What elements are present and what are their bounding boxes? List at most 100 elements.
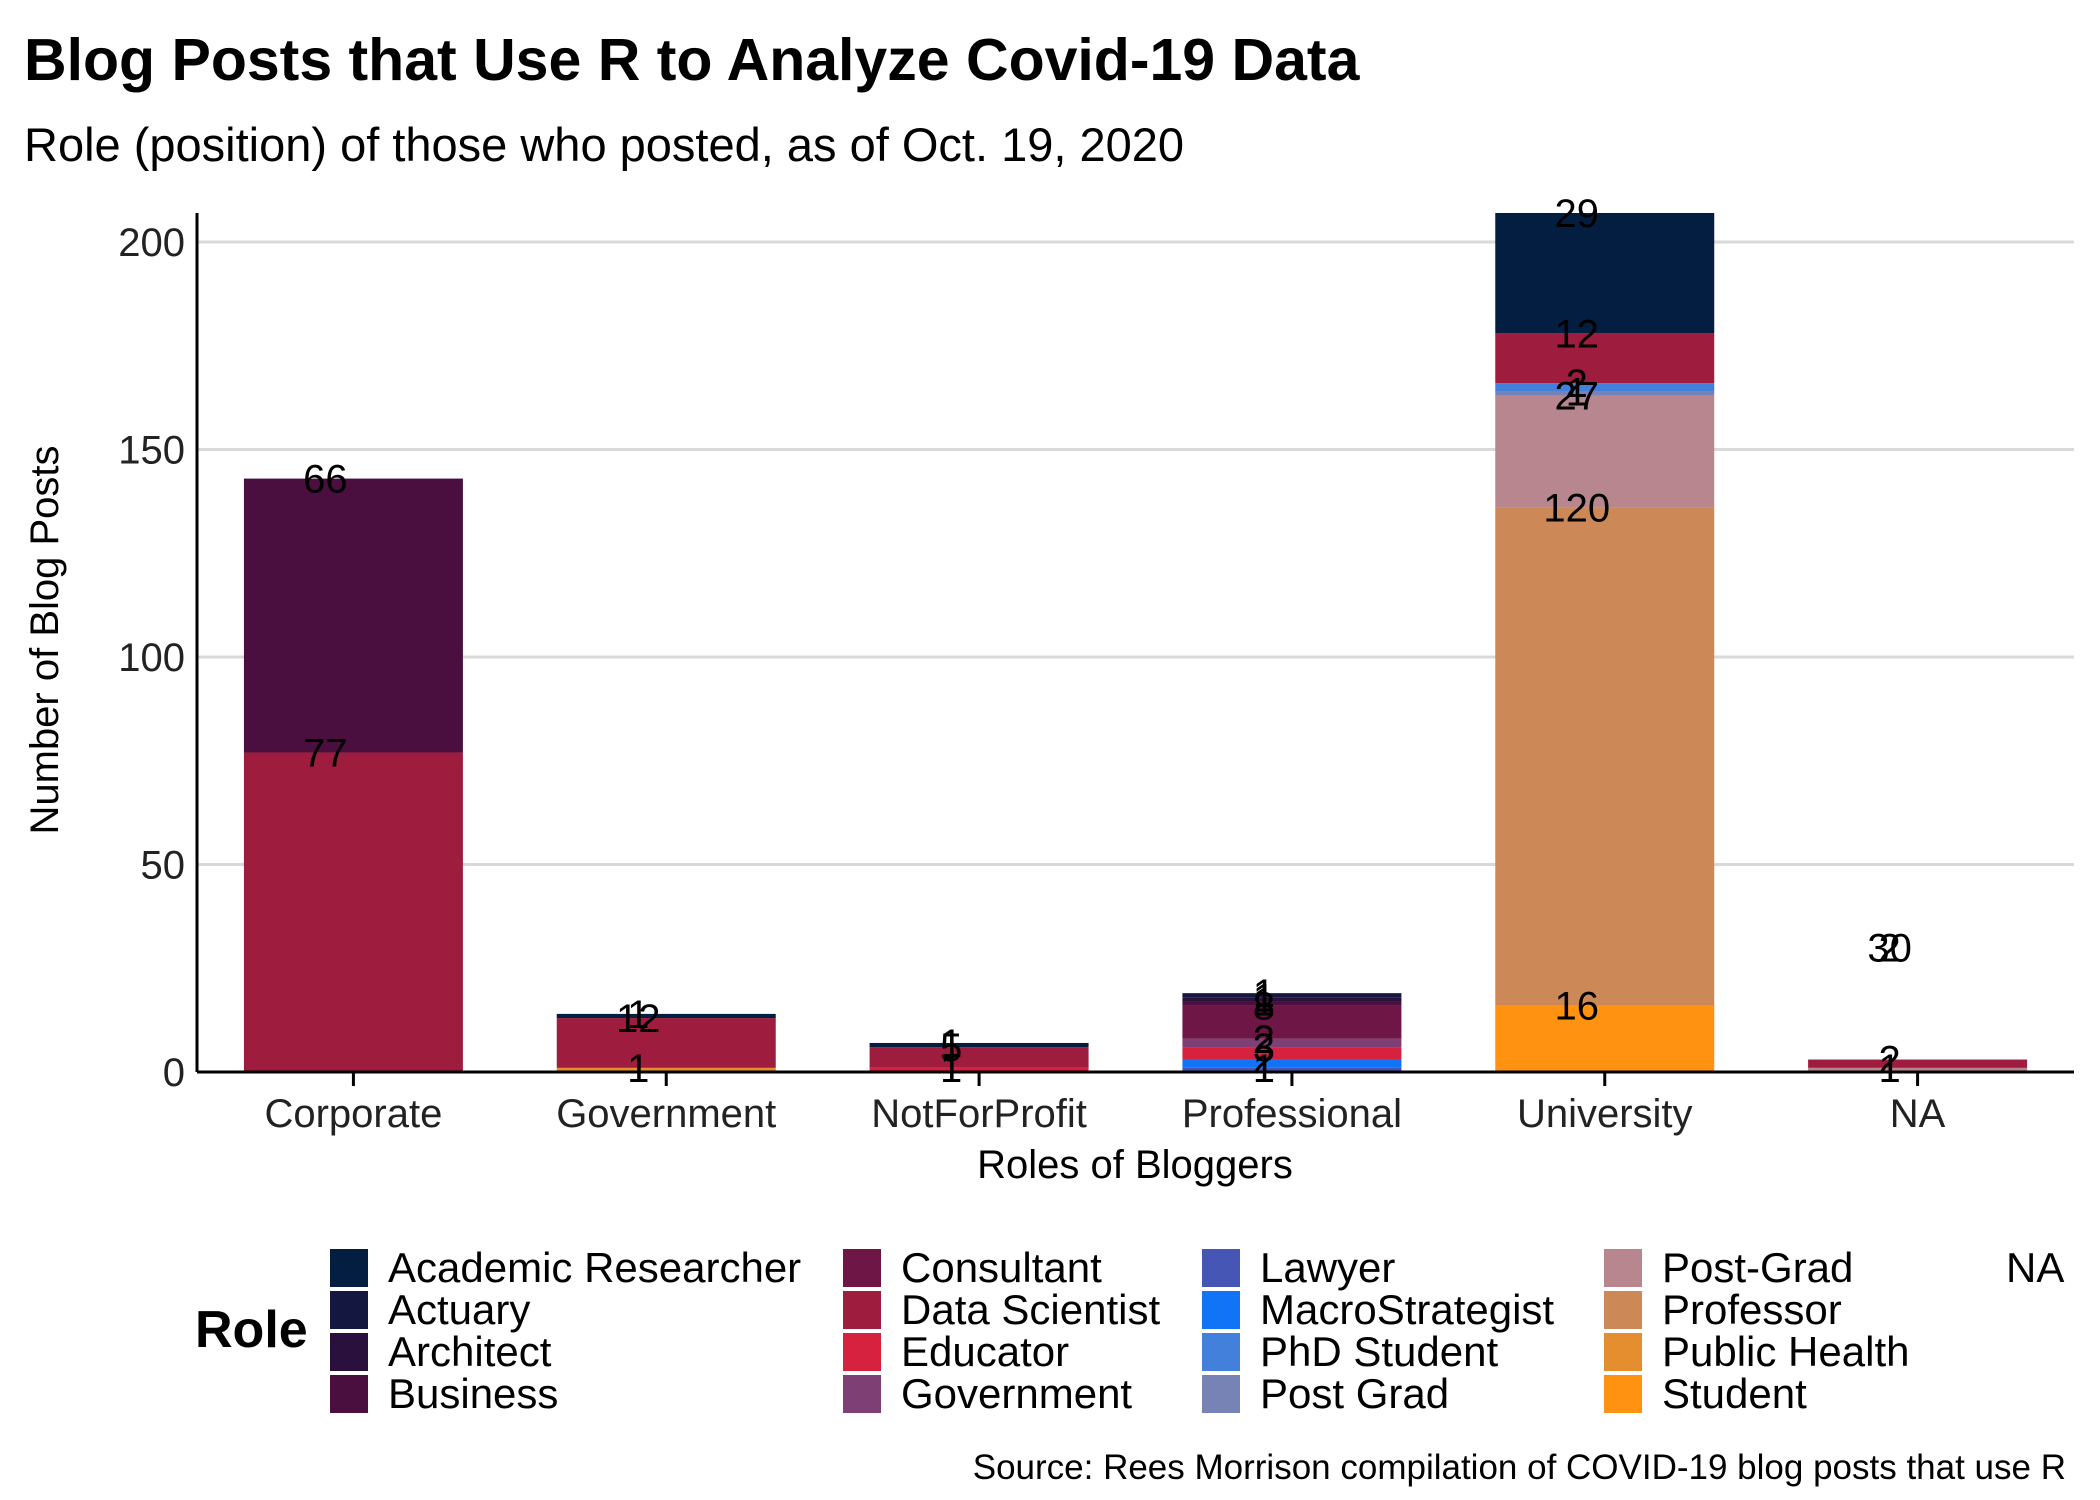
legend-entry-label: Academic Researcher <box>388 1244 801 1291</box>
bar-segment <box>1182 993 1402 998</box>
bar-value-label: 12 <box>616 997 661 1041</box>
legend-entry-label: Business <box>388 1370 558 1417</box>
gridlines <box>197 240 2074 867</box>
legend-entry-label: Educator <box>901 1328 1069 1375</box>
legend-swatch <box>1202 1333 1240 1371</box>
legend-swatch <box>843 1291 881 1329</box>
x-axis-title: Roles of Bloggers <box>977 1143 1293 1187</box>
bar-value-label: 29 <box>1555 192 1600 236</box>
legend-swatch <box>843 1249 881 1287</box>
x-tick-label: NotForProfit <box>871 1092 1087 1136</box>
bar-segment <box>1495 1005 1715 1072</box>
legend-title: Role <box>195 1301 308 1359</box>
legend-swatch <box>330 1375 368 1413</box>
legend-entry-label: Government <box>901 1370 1132 1417</box>
bar-value-label: 1 <box>940 1022 962 1066</box>
bar-value-label: 1 <box>1878 1047 1900 1091</box>
legend-entry-label: Architect <box>388 1328 552 1375</box>
bar-value-label: 2 <box>1253 1018 1275 1062</box>
bar-value-label: 8 <box>1253 985 1275 1029</box>
legend-entry-label: Consultant <box>901 1244 1102 1291</box>
legend-entry-label: MacroStrategist <box>1260 1286 1554 1333</box>
y-tick-label: 100 <box>118 636 185 680</box>
axes: 0 50 100 150 200 Corporate Government NotForPro… <box>118 213 2074 1136</box>
chart-title: Blog Posts that Use R to Analyze Covid-1… <box>24 27 1360 93</box>
bar-segment <box>1495 383 1715 392</box>
bar-segment <box>869 1067 1089 1072</box>
bar-value-label: 1 <box>1253 972 1275 1016</box>
bar-value-label: 1 <box>1253 980 1275 1024</box>
legend-swatch <box>330 1291 368 1329</box>
bar-value-label: 77 <box>303 731 348 775</box>
bar-value-label: 120 <box>1543 487 1610 531</box>
bar-value-label: 1 <box>1566 370 1588 414</box>
legend-swatch <box>1202 1291 1240 1329</box>
x-tick-label: Professional <box>1182 1092 1402 1136</box>
chart-subtitle: Role (position) of those who posted, as … <box>24 118 1185 171</box>
bar-segment <box>556 1067 776 1072</box>
legend: Role Academic ResearcherActuaryArchitect… <box>195 1244 2064 1417</box>
bar-segment <box>556 1013 776 1019</box>
legend-entry-label: Lawyer <box>1260 1244 1395 1291</box>
bar-value-label: 12 <box>1555 312 1600 356</box>
bar-segment <box>1495 333 1715 384</box>
bar-segment <box>1182 1047 1402 1060</box>
bar-segment <box>1182 1005 1402 1039</box>
x-tick-label: NA <box>1890 1092 1946 1136</box>
x-tick-label: Corporate <box>264 1092 442 1136</box>
bar-value-label: 1 <box>1253 1047 1275 1091</box>
bar-segment <box>1495 395 1715 508</box>
bar-segment <box>1808 1059 2028 1068</box>
legend-entry-label: Student <box>1662 1370 1807 1417</box>
legend-swatch <box>1604 1291 1642 1329</box>
legend-swatch <box>1604 1375 1642 1413</box>
bar-segment <box>243 478 463 753</box>
legend-entry-label: Public Health <box>1662 1328 1909 1375</box>
legend-entry-label: Professor <box>1662 1286 1842 1333</box>
bar-segment <box>1182 1059 1402 1068</box>
bar-value-label: 1 <box>627 1047 649 1091</box>
legend-entry-label: Actuary <box>388 1286 530 1333</box>
bar-value-label: 2 <box>1878 1039 1900 1083</box>
legend-swatch <box>1604 1249 1642 1287</box>
bar-value-label: 27 <box>1555 375 1600 419</box>
x-tick-label: Government <box>556 1092 776 1136</box>
bar-value-label: 1 <box>940 1047 962 1091</box>
bar-segment <box>1495 213 1715 334</box>
legend-entry-label: Post Grad <box>1260 1370 1449 1417</box>
y-tick-label: 0 <box>163 1051 185 1095</box>
legend-swatch <box>330 1249 368 1287</box>
bar-value-label: 16 <box>1555 985 1600 1029</box>
legend-swatch <box>843 1333 881 1371</box>
bar-value-label: 1 <box>627 993 649 1037</box>
bar-value-label: 2 <box>1878 927 1900 971</box>
y-tick-label: 50 <box>141 844 186 888</box>
legend-swatch <box>1604 1333 1642 1371</box>
chart-caption: Source: Rees Morrison compilation of COV… <box>972 1448 2066 1487</box>
bar-segment <box>1808 1067 2028 1072</box>
bar-value-label: 66 <box>303 458 348 502</box>
bar-segment <box>1182 1001 1402 1006</box>
legend-swatch <box>330 1333 368 1371</box>
bar-value-label: 1 <box>1253 976 1275 1020</box>
bar-value-label: 2 <box>1566 362 1588 406</box>
bar-value-label: 30 <box>1867 927 1912 971</box>
y-tick-label: 150 <box>118 429 185 473</box>
bar-segment <box>869 1042 1089 1048</box>
bar-value-label: 5 <box>940 1026 962 1070</box>
legend-entry-label: Post-Grad <box>1662 1244 1853 1291</box>
bar-segment <box>1495 507 1715 1006</box>
bar-value-label: 3 <box>1253 1026 1275 1070</box>
bar-segment <box>1182 1067 1402 1072</box>
legend-swatch <box>1202 1375 1240 1413</box>
bar-segment <box>1182 997 1402 1002</box>
bar-segment <box>1495 391 1715 396</box>
y-tick-label: 200 <box>118 221 185 265</box>
legend-swatch <box>843 1375 881 1413</box>
bar-segment <box>1182 1038 1402 1048</box>
legend-entry-label: Data Scientist <box>901 1286 1160 1333</box>
bars <box>243 213 2028 1072</box>
legend-entry-label: PhD Student <box>1260 1328 1498 1375</box>
